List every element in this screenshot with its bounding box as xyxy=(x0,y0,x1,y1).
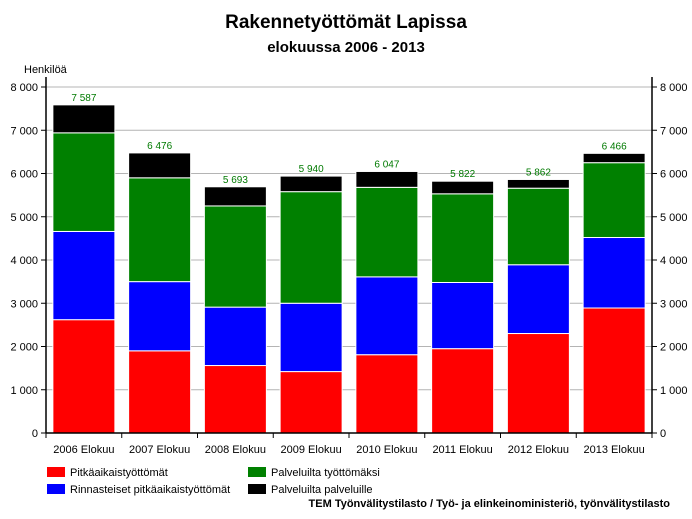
y-tick-label-right: 2 000 xyxy=(660,342,688,354)
y-tick-label-right: 4 000 xyxy=(660,255,688,267)
y-tick-labels-left: 0 1 000 2 000 3 000 4 000 5 000 6 000 7 000 8 00… xyxy=(10,82,38,440)
bar-segment xyxy=(279,302,343,373)
chart-subtitle: elokuussa 2006 - 2013 xyxy=(267,39,425,56)
y-tick-label-left: 8 000 xyxy=(10,82,38,94)
bar-segment xyxy=(431,193,495,283)
bar-segment xyxy=(582,162,646,239)
bar-segment xyxy=(355,276,419,356)
legend-swatch-rinnasteiset xyxy=(47,484,65,494)
y-tick-label-left: 4 000 xyxy=(10,255,38,267)
y-tick-label-right: 3 000 xyxy=(660,298,688,310)
y-tick-label-left: 2 000 xyxy=(10,342,38,354)
bar-segment xyxy=(506,187,570,266)
x-tick-label: 2009 Elokuu xyxy=(281,444,342,456)
y-tick-label-right: 1 000 xyxy=(660,385,688,397)
y-axis-label: Henkilöä xyxy=(24,64,68,76)
bar-segment xyxy=(506,333,570,434)
x-tick-label: 2006 Elokuu xyxy=(53,444,114,456)
total-labels: 7 587 6 476 5 693 5 940 6 047 5 822 5 862 6 466 xyxy=(71,93,627,186)
bar-segment xyxy=(431,180,495,195)
legend-label-pitkaaikaistyottomat: Pitkäaikaistyöttömät xyxy=(70,467,168,479)
x-tick-labels: 2006 Elokuu 2007 Elokuu 2008 Elokuu 2009 El… xyxy=(53,444,644,456)
bar-segment xyxy=(355,170,419,188)
bar-segment xyxy=(506,178,570,189)
x-tick-label: 2007 Elokuu xyxy=(129,444,190,456)
total-label: 6 476 xyxy=(147,141,172,152)
bar-segment xyxy=(52,319,116,434)
source-note: TEM Työnvälitystilasto / Työ- ja elinkei… xyxy=(309,498,671,510)
axes xyxy=(41,77,657,438)
x-tick-label: 2008 Elokuu xyxy=(205,444,266,456)
bar-segment xyxy=(52,230,116,321)
x-tick-label: 2010 Elokuu xyxy=(356,444,417,456)
bar-segment xyxy=(431,281,495,350)
bar-segment xyxy=(203,186,267,207)
bars xyxy=(52,104,646,434)
bar-segment xyxy=(128,281,192,352)
y-tick-label-left: 1 000 xyxy=(10,385,38,397)
y-tick-label-left: 6 000 xyxy=(10,169,38,181)
y-tick-label-left: 7 000 xyxy=(10,125,38,137)
bar-segment xyxy=(355,354,419,434)
x-tick-label: 2011 Elokuu xyxy=(432,444,492,456)
bar-segment xyxy=(52,104,116,134)
y-tick-label-right: 6 000 xyxy=(660,169,688,181)
bar-segment xyxy=(431,348,495,434)
bar-segment xyxy=(582,237,646,309)
bar-segment xyxy=(203,306,267,367)
legend-label-palveluilta-palveluille: Palveluilta palveluille xyxy=(271,484,373,496)
legend: Pitkäaikaistyöttömät Rinnasteiset pitkäa… xyxy=(47,467,380,496)
legend-swatch-pitkaaikaistyottomat xyxy=(47,467,65,477)
chart-title: Rakennetyöttömät Lapissa xyxy=(225,12,467,33)
bar-segment xyxy=(582,307,646,434)
bar-segment xyxy=(52,132,116,232)
bar-segment xyxy=(582,152,646,164)
bar-segment xyxy=(279,371,343,434)
bar-segment xyxy=(355,186,419,278)
bar-segment xyxy=(506,264,570,335)
bar-segment xyxy=(203,365,267,434)
bar-segment xyxy=(128,152,192,179)
legend-label-palveluilta-tyottomaksi: Palveluilta työttömäksi xyxy=(271,467,380,479)
legend-swatch-palveluilta-tyottomaksi xyxy=(248,467,266,477)
total-label: 7 587 xyxy=(71,93,96,104)
y-tick-labels-right: 0 1 000 2 000 3 000 4 000 5 000 6 000 7 000 8 00… xyxy=(660,82,688,440)
x-tick-label: 2013 Elokuu xyxy=(584,444,645,456)
bar-segment xyxy=(279,175,343,193)
bar-segment xyxy=(203,205,267,308)
bar-segment xyxy=(279,191,343,304)
total-label: 6 466 xyxy=(602,141,627,152)
total-label: 5 862 xyxy=(526,167,551,178)
y-tick-label-right: 8 000 xyxy=(660,82,688,94)
total-label: 5 693 xyxy=(223,175,248,186)
bar-segment xyxy=(128,177,192,283)
y-tick-label-right: 5 000 xyxy=(660,212,688,224)
y-tick-label-left: 3 000 xyxy=(10,298,38,310)
x-tick-label: 2012 Elokuu xyxy=(508,444,569,456)
total-label: 5 940 xyxy=(299,164,324,175)
legend-label-rinnasteiset: Rinnasteiset pitkäaikaistyöttömät xyxy=(70,484,230,496)
y-tick-label-left: 5 000 xyxy=(10,212,38,224)
y-tick-label-right: 0 xyxy=(660,428,666,440)
y-tick-label-right: 7 000 xyxy=(660,125,688,137)
total-label: 6 047 xyxy=(374,159,399,170)
bar-segment xyxy=(128,350,192,434)
legend-swatch-palveluilta-palveluille xyxy=(248,484,266,494)
total-label: 5 822 xyxy=(450,169,475,180)
y-tick-label-left: 0 xyxy=(32,428,38,440)
